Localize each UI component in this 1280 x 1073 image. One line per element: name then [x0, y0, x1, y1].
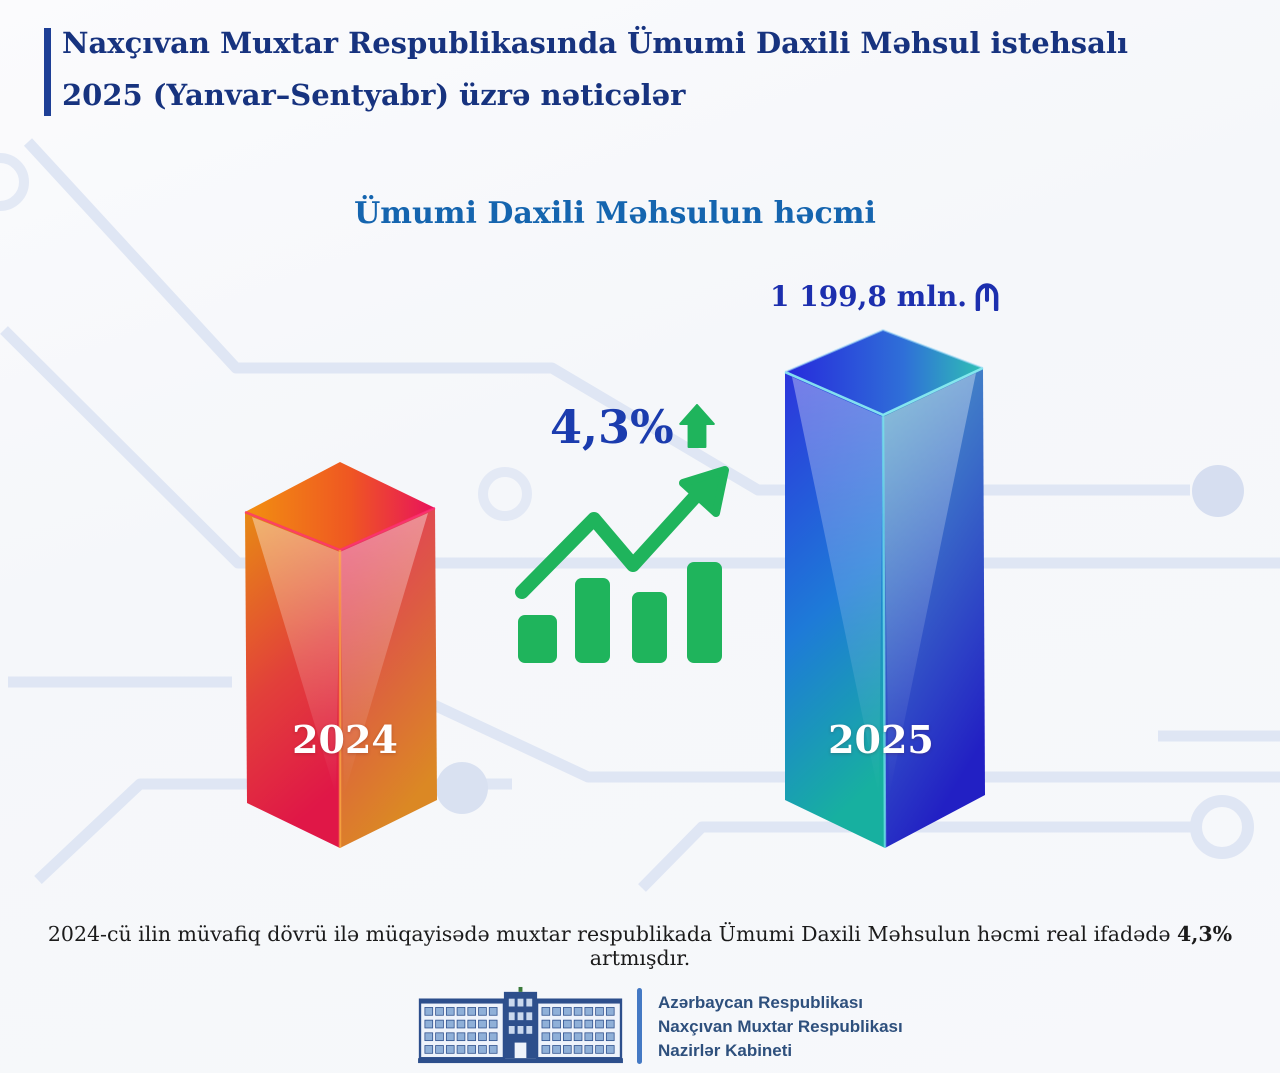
- page-title-line1: Naxçıvan Muxtar Respublikasında Ümumi Da…: [62, 26, 1128, 60]
- growth-indicator: 4,3%: [550, 404, 715, 450]
- bar-2025-label: 2025: [828, 717, 934, 762]
- bar-2024: [244, 462, 437, 848]
- footer-line-country: Azərbaycan Respublikası: [658, 993, 864, 1012]
- bar-2025-value-label: 1 199,8 mln.: [735, 280, 1035, 313]
- footer-line-republic: Naxçıvan Muxtar Respublikası: [658, 1017, 903, 1036]
- summary-text: 2024-cü ilin müvafiq dövrü ilə müqayisəd…: [0, 922, 1280, 970]
- footer-line-cabinet: Nazirlər Kabineti: [658, 1041, 793, 1060]
- chart-title: Ümumi Daxili Məhsulun həcmi: [354, 196, 876, 231]
- growth-value: 4,3%: [550, 400, 674, 454]
- up-arrow-icon: [678, 404, 715, 448]
- footer-org-block: Azərbaycan Respublikası Naxçıvan Muxtar …: [658, 991, 903, 1063]
- title-accent-bar: [44, 28, 51, 116]
- growth-chart-icon: [515, 466, 729, 663]
- footer-divider: [637, 988, 642, 1064]
- manat-currency-icon: [975, 283, 999, 311]
- government-building-icon: [418, 986, 623, 1064]
- bar-2025: [784, 328, 985, 849]
- bar-2024-label: 2024: [292, 717, 398, 762]
- bar-2025-value-text: 1 199,8 mln.: [769, 280, 968, 313]
- page-title-line2: 2025 (Yanvar–Sentyabr) üzrə nəticələr: [62, 78, 686, 112]
- summary-growth-value: 4,3%: [1176, 921, 1233, 946]
- summary-text-after: artmışdır.: [589, 945, 691, 970]
- summary-text-before: 2024-cü ilin müvafiq dövrü ilə müqayisəd…: [47, 921, 1177, 946]
